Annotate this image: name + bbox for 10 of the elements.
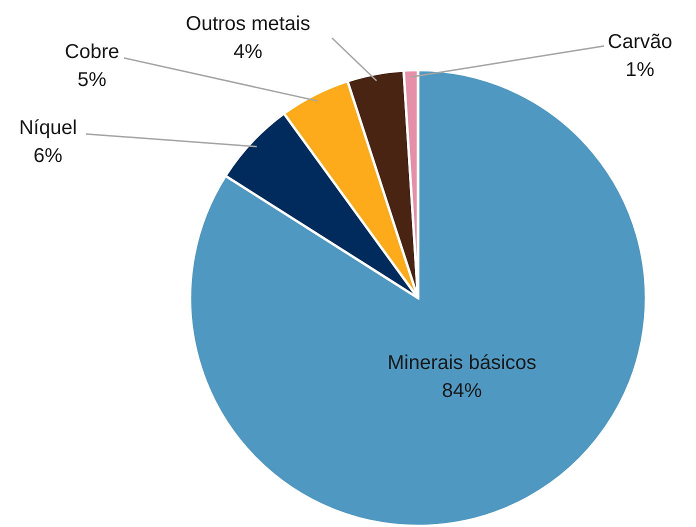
data-label: 84% [442, 380, 482, 402]
data-label: 1% [626, 59, 655, 81]
data-label: 4% [234, 41, 263, 63]
slice-label: Níquel [19, 117, 77, 139]
slice-label: Outros metais [186, 13, 310, 35]
slice-label: Carvão [608, 31, 672, 53]
data-label: 5% [78, 69, 107, 91]
slice-label: Minerais básicos [387, 352, 536, 374]
data-label: 6% [34, 145, 63, 167]
slice-label: Cobre [64, 41, 120, 63]
